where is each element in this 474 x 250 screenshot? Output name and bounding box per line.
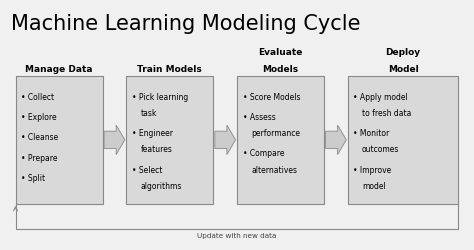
Text: model: model xyxy=(362,182,386,190)
Text: • Compare: • Compare xyxy=(243,150,284,158)
Text: • Pick learning: • Pick learning xyxy=(132,93,188,102)
Text: task: task xyxy=(140,109,157,118)
Text: Deploy: Deploy xyxy=(385,48,420,57)
FancyArrow shape xyxy=(215,125,236,154)
Text: Train Models: Train Models xyxy=(137,65,202,74)
Text: • Collect: • Collect xyxy=(21,93,55,102)
Text: Evaluate: Evaluate xyxy=(258,48,303,57)
Text: • Engineer: • Engineer xyxy=(132,129,173,138)
FancyBboxPatch shape xyxy=(16,76,103,204)
FancyBboxPatch shape xyxy=(126,76,213,204)
Text: • Assess: • Assess xyxy=(243,113,275,122)
Text: • Monitor: • Monitor xyxy=(354,129,390,138)
Text: • Explore: • Explore xyxy=(21,113,57,122)
Text: to fresh data: to fresh data xyxy=(362,109,411,118)
Text: Model: Model xyxy=(388,65,419,74)
Text: • Split: • Split xyxy=(21,174,46,183)
FancyArrow shape xyxy=(104,125,125,154)
FancyArrow shape xyxy=(326,125,346,154)
Text: • Select: • Select xyxy=(132,166,162,174)
Text: • Cleanse: • Cleanse xyxy=(21,134,58,142)
Text: • Apply model: • Apply model xyxy=(354,93,408,102)
Text: Update with new data: Update with new data xyxy=(197,232,277,238)
FancyBboxPatch shape xyxy=(237,76,324,204)
Text: • Prepare: • Prepare xyxy=(21,154,58,163)
Text: outcomes: outcomes xyxy=(362,145,399,154)
Text: Machine Learning Modeling Cycle: Machine Learning Modeling Cycle xyxy=(11,14,360,34)
Text: • Improve: • Improve xyxy=(354,166,392,174)
Text: performance: performance xyxy=(251,129,300,138)
Text: alternatives: alternatives xyxy=(251,166,297,174)
Text: algorithms: algorithms xyxy=(140,182,182,190)
Text: Models: Models xyxy=(263,65,299,74)
FancyBboxPatch shape xyxy=(348,76,458,204)
Text: features: features xyxy=(140,145,172,154)
Text: Manage Data: Manage Data xyxy=(26,65,93,74)
Text: • Score Models: • Score Models xyxy=(243,93,300,102)
